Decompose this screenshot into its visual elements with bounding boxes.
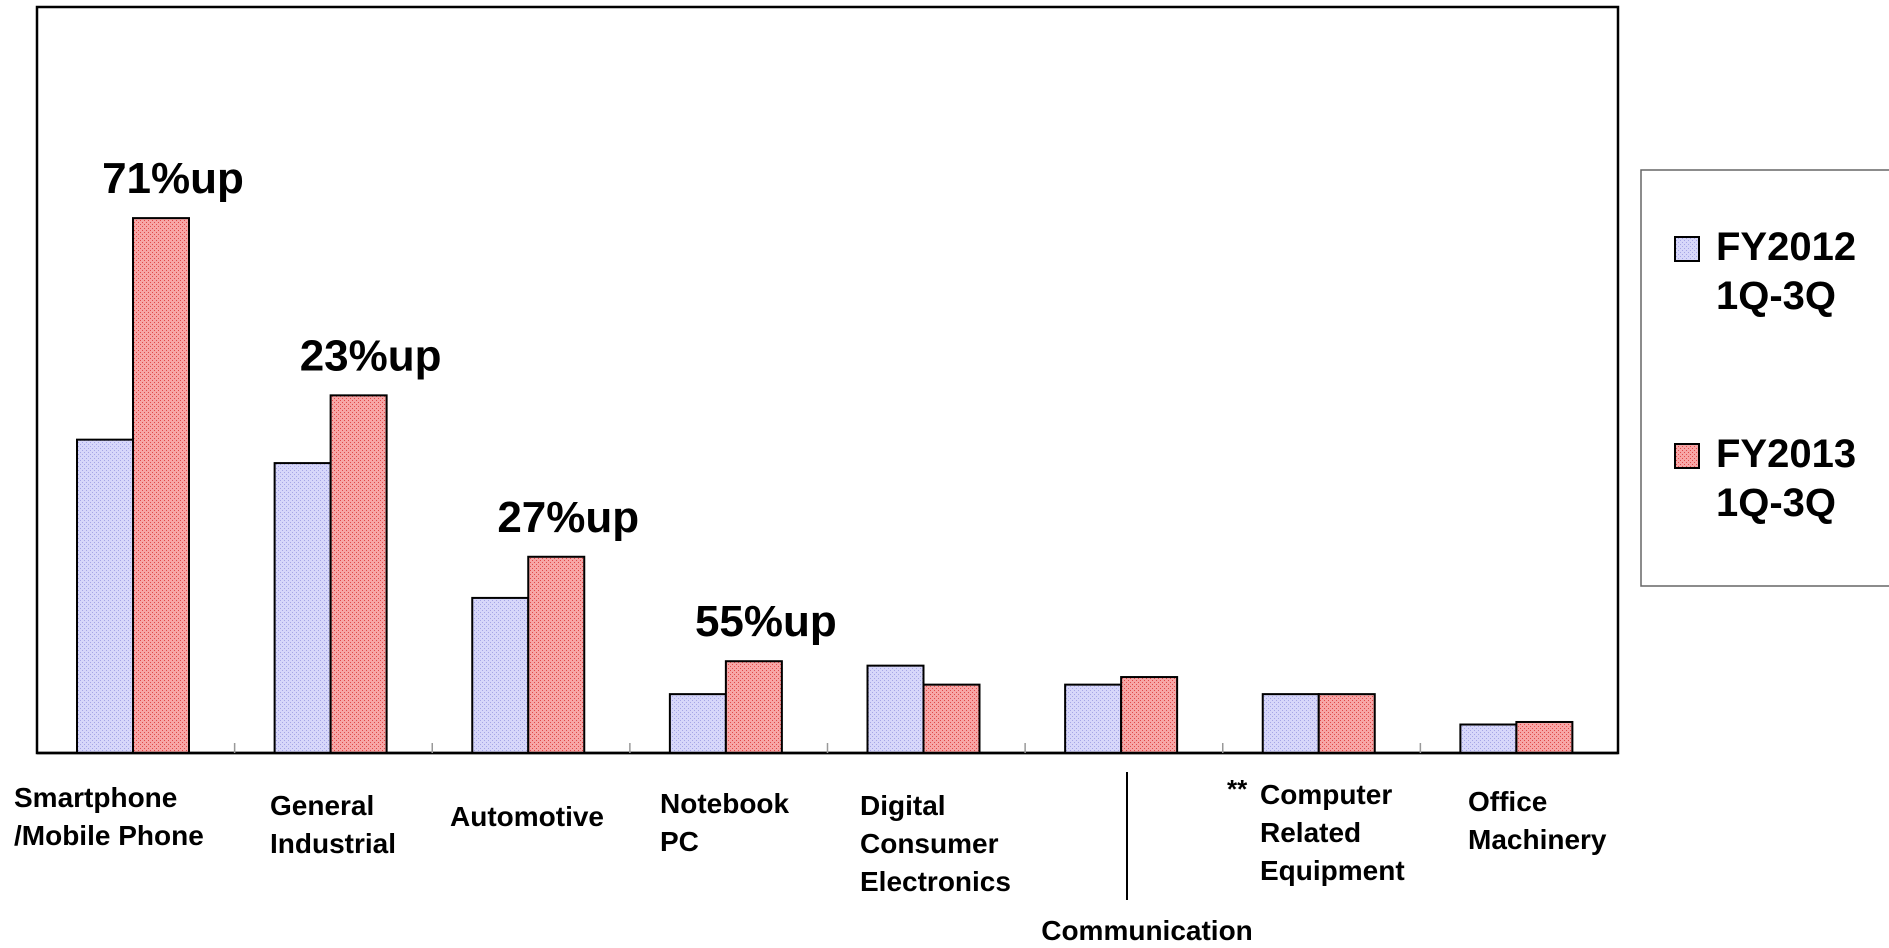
x-label-computer-related-equipment: Computer Related Equipment	[1260, 779, 1405, 886]
bars-layer	[76, 217, 1574, 755]
footnote-marker: **	[1227, 774, 1248, 804]
bar-fy2012-general-industrial	[273, 462, 332, 754]
bar-fy2013-notebook-pc	[724, 660, 783, 755]
bar-fy2012-computer-related-equipment	[1261, 693, 1320, 754]
bar-fy2013-digital-consumer-electronics	[922, 683, 981, 754]
x-axis-labels: Smartphone/Mobile Phone General Industrial…	[14, 772, 1607, 946]
bar-fy2012-smartphone-mobile-phone	[76, 438, 134, 754]
x-label-line: Digital	[860, 790, 946, 821]
x-label-line: /Mobile Phone	[14, 820, 204, 851]
x-label-line: Related	[1260, 817, 1361, 848]
bar-fy2012-office-machinery	[1459, 723, 1518, 755]
bar-fy2013-office-machinery	[1515, 720, 1574, 754]
x-label-line: Consumer	[860, 828, 999, 859]
x-label-line: Equipment	[1260, 855, 1405, 886]
x-label-communication: Communication	[1041, 915, 1253, 943]
annotation-0: 71%up	[102, 154, 244, 203]
legend-label-line: FY2013	[1716, 432, 1856, 476]
x-label-line: Notebook	[660, 788, 790, 819]
annotation-2: 27%up	[497, 493, 639, 542]
annotation-3: 55%up	[695, 597, 837, 646]
legend-label-fy2012: FY2012 1Q-3Q	[1716, 225, 1856, 318]
bar-fy2012-automotive	[471, 596, 530, 754]
bar-fy2013-general-industrial	[329, 394, 388, 754]
x-label-line: Office	[1468, 786, 1547, 817]
x-label-line: Computer	[1260, 779, 1392, 810]
x-label-line: Communication	[1041, 915, 1253, 943]
x-label-line: Electronics	[860, 866, 1011, 897]
legend-label-line: FY2012	[1716, 225, 1856, 269]
x-label-general-industrial: General Industrial	[270, 790, 396, 859]
bar-fy2012-digital-consumer-electronics	[866, 664, 925, 754]
legend-label-line: 1Q-3Q	[1716, 274, 1836, 318]
x-label-digital-consumer-electronics: Digital Consumer Electronics	[860, 790, 1011, 897]
x-label-line: Machinery	[1468, 824, 1607, 855]
x-label-line: General	[270, 790, 374, 821]
annotations-layer: 71%up 23%up 27%up 55%up	[102, 154, 837, 646]
bar-fy2013-communication	[1120, 676, 1179, 754]
bar-fy2012-notebook-pc	[668, 693, 727, 754]
bar-fy2013-computer-related-equipment	[1317, 693, 1376, 754]
legend-swatch-fy2012	[1674, 236, 1700, 262]
x-label-automotive: Automotive	[450, 801, 604, 832]
x-label-line: PC	[660, 826, 699, 857]
legend-swatch-fy2013	[1674, 443, 1700, 469]
x-axis-ticks	[37, 743, 1618, 755]
x-label-smartphone-mobile-phone: Smartphone/Mobile Phone	[14, 782, 204, 851]
legend: FY2012 1Q-3Q FY2013 1Q-3Q	[1640, 169, 1889, 587]
legend-label-fy2013: FY2013 1Q-3Q	[1716, 432, 1856, 525]
x-label-office-machinery: Office Machinery	[1468, 786, 1607, 855]
legend-label-line: 1Q-3Q	[1716, 481, 1836, 525]
bar-fy2012-communication	[1064, 683, 1123, 754]
x-label-line: Industrial	[270, 828, 396, 859]
bar-fy2013-smartphone-mobile-phone	[132, 217, 190, 755]
bar-fy2013-automotive	[527, 555, 586, 755]
annotation-1: 23%up	[300, 331, 442, 380]
x-label-notebook-pc: Notebook PC	[660, 788, 790, 857]
x-label-line: Automotive	[450, 801, 604, 832]
x-label-line: Smartphone	[14, 782, 177, 813]
